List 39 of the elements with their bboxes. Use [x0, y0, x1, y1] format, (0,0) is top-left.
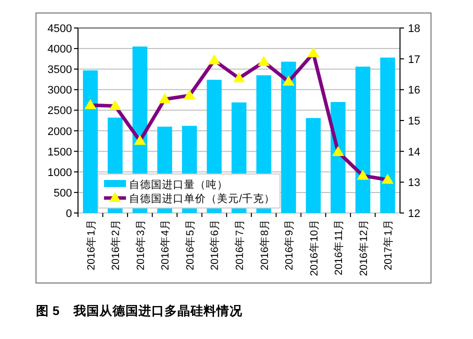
y2-tick-label: 17: [408, 54, 420, 66]
bar: [380, 58, 396, 213]
x-tick-label: 2016年6月: [209, 219, 222, 270]
y2-tick-label: 14: [408, 146, 420, 158]
x-tick-label: 2016年11月: [333, 219, 346, 276]
bar: [306, 118, 321, 213]
legend-label: 自德国进口量（吨）: [129, 178, 228, 191]
x-tick-label: 2016年3月: [134, 219, 147, 270]
y2-tick-label: 12: [408, 208, 420, 220]
y-tick-label: 1000: [48, 166, 72, 179]
y2-tick-label: 15: [408, 116, 420, 128]
x-tick-label: 2016年7月: [234, 219, 246, 270]
x-tick-label: 2016年4月: [160, 219, 172, 270]
y-tick-label: 1500: [48, 146, 72, 158]
x-tick-label: 2016年2月: [110, 219, 122, 270]
bar: [82, 70, 98, 213]
y-tick-label: 500: [54, 187, 72, 200]
y2-tick-label: 16: [408, 84, 420, 97]
legend-label: 自德国进口单价（美元/千克）: [129, 192, 275, 205]
y-tick-label: 4000: [48, 44, 72, 56]
y2-tick-label: 18: [408, 23, 420, 35]
bar: [355, 66, 370, 213]
x-tick-label: 2016年10月: [308, 219, 320, 276]
bar: [330, 102, 346, 213]
y-tick-label: 3000: [48, 84, 72, 97]
x-tick-label: 2016年12月: [358, 219, 370, 276]
y-tick-label: 0: [66, 208, 72, 220]
x-tick-label: 2016年5月: [184, 219, 196, 270]
x-tick-label: 2016年1月: [85, 219, 98, 270]
y-tick-label: 3500: [48, 64, 72, 76]
x-tick-label: 2016年9月: [284, 219, 296, 270]
bar: [281, 62, 296, 213]
x-tick-label: 2016年8月: [258, 219, 271, 270]
text: 图 5 我国从德国进口多晶硅料情况: [36, 303, 244, 318]
x-tick-label: 2017年1月: [382, 219, 395, 270]
y2-tick-label: 13: [408, 177, 420, 190]
y-tick-label: 2500: [48, 105, 72, 118]
y-tick-label: 4500: [48, 23, 72, 35]
y-tick-label: 2000: [48, 126, 72, 138]
